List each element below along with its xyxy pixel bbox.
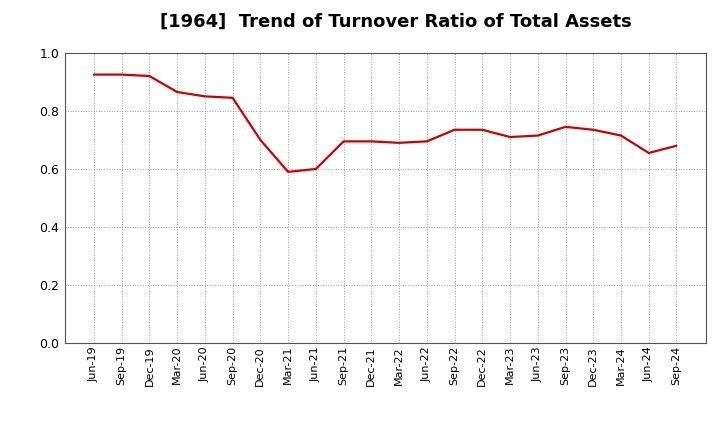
Text: [1964]  Trend of Turnover Ratio of Total Assets: [1964] Trend of Turnover Ratio of Total … [160,13,632,31]
